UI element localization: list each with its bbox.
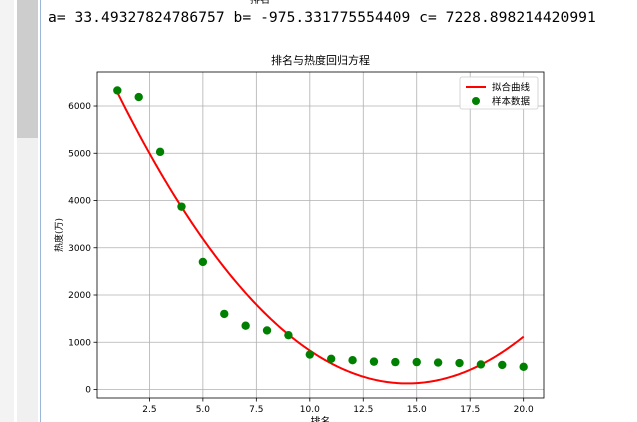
y-axis-label: 热度(万): [53, 218, 65, 252]
y-tick-label: 5000: [68, 149, 91, 159]
scrollbar-thumb[interactable]: [17, 0, 38, 138]
x-tick-label: 20.0: [514, 405, 534, 415]
sample-point: [262, 326, 272, 335]
sample-point: [241, 321, 250, 330]
grid-layer: [97, 72, 544, 398]
y-tick-label: 3000: [68, 244, 91, 254]
sample-point: [369, 357, 379, 366]
y-tick-label: 6000: [68, 102, 91, 112]
x-tick-label: 2.5: [142, 405, 156, 415]
left-gutter: [0, 0, 14, 422]
fit-curve-line: [116, 92, 525, 385]
y-tick-label: 2000: [68, 291, 91, 301]
y-tick-label: 4000: [68, 197, 91, 207]
legend: 拟合曲线 样本数据: [459, 76, 539, 110]
legend-sample-swatch: [472, 97, 480, 105]
sample-point: [412, 357, 421, 367]
y-tick-label: 0: [85, 386, 91, 396]
axis-ticks: 2.5 5.0 7.5 10.0 12.5 15.0 17.5 20.0 0 1000 2000 30…: [68, 102, 534, 415]
sample-point: [433, 358, 443, 367]
sample-point: [391, 357, 400, 367]
sample-point: [177, 202, 186, 211]
x-tick-label: 7.5: [249, 405, 263, 415]
x-tick-label: 15.0: [407, 405, 427, 415]
sample-point: [305, 350, 315, 359]
sample-point: [198, 257, 208, 267]
coefficients-output: a= 33.49327824786757 b= -975.33177555440…: [48, 9, 596, 26]
sample-point: [284, 330, 293, 340]
x-axis-label: 排名: [311, 415, 331, 422]
x-tick-label: 5.0: [196, 405, 211, 415]
sample-point: [113, 86, 122, 95]
cell-border: [40, 0, 41, 422]
sample-point: [519, 362, 528, 372]
legend-fit-label: 拟合曲线: [492, 82, 531, 94]
sample-point: [134, 92, 143, 102]
sample-point: [348, 356, 357, 365]
plot-frame: [96, 71, 545, 399]
sample-point: [326, 354, 336, 363]
sample-point: [498, 360, 507, 370]
cut-off-previous-title: 排名: [250, 0, 270, 6]
chart-title: 排名与热度回归方程: [271, 53, 370, 67]
sample-point: [476, 360, 486, 369]
sample-point: [220, 309, 229, 319]
x-tick-label: 10.0: [300, 405, 320, 415]
legend-sample-label: 样本数据: [492, 96, 531, 108]
sample-point: [455, 358, 464, 368]
y-tick-label: 1000: [68, 338, 91, 348]
sample-points: [113, 86, 528, 372]
sample-point: [155, 147, 165, 157]
x-tick-label: 17.5: [460, 405, 480, 415]
x-tick-label: 12.5: [353, 405, 373, 415]
